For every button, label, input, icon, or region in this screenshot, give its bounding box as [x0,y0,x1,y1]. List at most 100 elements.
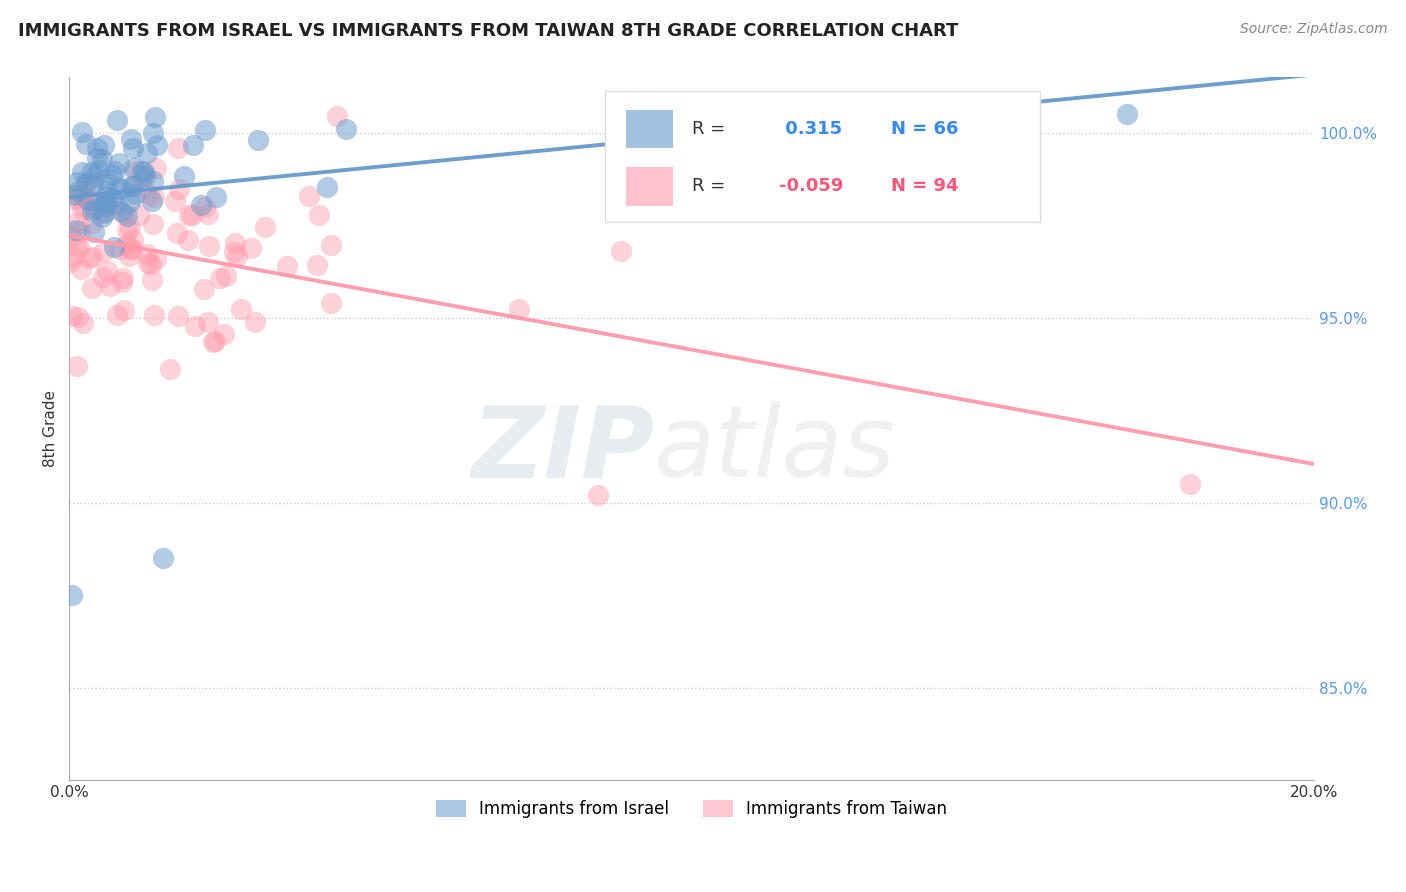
Point [70,126,93,140]
Point [101,169,124,183]
Point [83,225,105,239]
Point [132,165,155,179]
Point [91,270,114,285]
Point [118,249,141,263]
Point [194,200,217,214]
Point [588,488,610,502]
Point [96,264,118,278]
Point [70,262,93,277]
Point [193,282,215,296]
Text: atlas: atlas [654,401,896,499]
Point [245,315,267,329]
Point [141,194,163,208]
Point [131,163,153,178]
Point [163,194,186,208]
Point [122,233,145,247]
Point [212,327,235,342]
Point [159,362,181,376]
Point [122,141,145,155]
Point [63,192,86,206]
Point [70,188,93,202]
Point [104,163,127,178]
Point [131,179,153,194]
Point [67,189,90,203]
Point [93,206,115,220]
Point [94,189,117,203]
Text: R =: R = [692,120,725,137]
Text: N = 66: N = 66 [891,120,959,137]
Point [70,202,93,216]
Text: N = 94: N = 94 [891,178,959,195]
Point [115,223,138,237]
Point [83,169,105,184]
Text: R =: R = [692,178,725,195]
Point [222,244,245,259]
Point [77,193,100,207]
Point [67,240,90,254]
Point [115,236,138,251]
Point [73,199,96,213]
Y-axis label: 8th Grade: 8th Grade [44,391,58,467]
Point [90,153,112,167]
Point [111,275,134,289]
Point [69,224,91,238]
FancyBboxPatch shape [605,92,1040,221]
Point [138,188,160,202]
Point [82,178,104,192]
Point [204,189,226,203]
Point [108,181,131,195]
Point [298,188,321,202]
Point [65,236,87,251]
Point [177,208,200,222]
Point [72,316,94,330]
Point [87,163,110,178]
Point [80,281,103,295]
Point [209,270,232,285]
Point [96,194,118,208]
Point [80,165,103,179]
Point [101,191,124,205]
Point [197,207,219,221]
Point [202,335,225,350]
Point [120,179,142,194]
Point [94,172,117,186]
Point [65,223,87,237]
Point [181,138,204,153]
Point [215,268,238,283]
Point [63,251,86,265]
Point [136,146,159,161]
Point [1116,107,1139,121]
Point [105,112,128,127]
Point [105,308,128,322]
Point [82,216,104,230]
Point [59,255,82,269]
Point [93,244,115,258]
Point [91,210,114,224]
Point [134,169,156,183]
Point [110,182,132,196]
Point [103,240,125,254]
Point [226,249,249,263]
Point [145,137,167,152]
Point [142,126,165,140]
Point [112,207,135,221]
Point [319,237,342,252]
Point [60,588,83,602]
Point [115,209,138,223]
Point [76,176,98,190]
Point [145,161,167,176]
Point [66,215,89,229]
Legend: Immigrants from Israel, Immigrants from Taiwan: Immigrants from Israel, Immigrants from … [429,793,953,825]
Point [197,238,219,252]
Point [184,318,207,333]
Point [62,229,84,244]
Point [167,141,190,155]
Point [145,252,167,266]
Point [167,181,190,195]
Point [94,199,117,213]
Point [319,295,342,310]
Point [305,258,328,272]
Point [98,279,121,293]
Point [124,163,146,178]
Point [173,169,195,183]
